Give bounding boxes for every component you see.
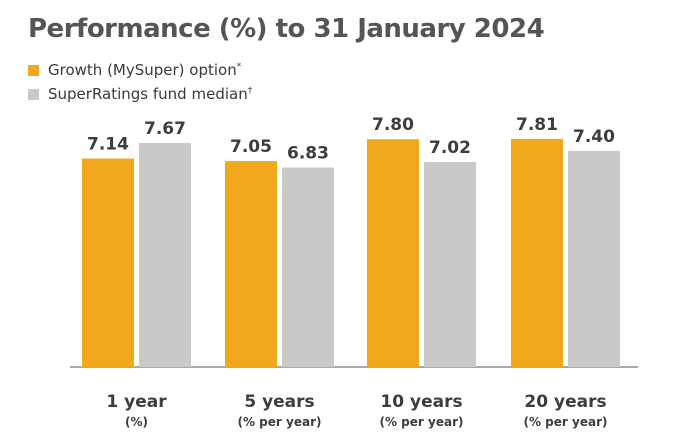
bar-growth-1 (225, 161, 277, 367)
data-label-growth-0: 7.14 (87, 134, 129, 154)
chart-legend: Growth (MySuper) option* SuperRatings fu… (28, 58, 252, 106)
legend-swatch-growth (28, 64, 39, 76)
legend-label-growth: Growth (MySuper) option* (48, 61, 242, 79)
data-label-median-1: 6.83 (287, 144, 329, 164)
data-label-median-3: 7.40 (573, 127, 615, 147)
data-label-median-2: 7.02 (429, 138, 471, 158)
category-sublabel-3: (% per year) (524, 415, 608, 429)
bar-median-1 (282, 167, 334, 367)
category-sublabel-1: (% per year) (238, 415, 322, 429)
category-label-1: 5 years (244, 392, 314, 412)
bar-median-3 (568, 150, 620, 367)
category-sublabel-2: (% per year) (380, 415, 464, 429)
bar-growth-0 (82, 158, 134, 367)
legend-label-median: SuperRatings fund median† (48, 85, 253, 103)
bar-growth-3 (511, 138, 563, 367)
legend-item-growth: Growth (MySuper) option* (28, 58, 252, 82)
data-label-growth-1: 7.05 (230, 137, 272, 157)
bar-median-0 (139, 143, 191, 367)
legend-item-median: SuperRatings fund median† (28, 82, 252, 106)
data-label-median-0: 7.67 (144, 119, 186, 139)
category-label-3: 20 years (524, 392, 606, 412)
bar-growth-2 (367, 139, 419, 367)
legend-swatch-median (28, 88, 39, 100)
category-label-2: 10 years (380, 392, 462, 412)
chart-title: Performance (%) to 31 January 2024 (28, 14, 545, 44)
category-label-0: 1 year (106, 392, 167, 412)
data-label-growth-3: 7.81 (516, 115, 558, 135)
category-sublabel-0: (%) (125, 415, 148, 429)
data-label-growth-2: 7.80 (372, 115, 414, 135)
bar-median-2 (424, 161, 476, 367)
